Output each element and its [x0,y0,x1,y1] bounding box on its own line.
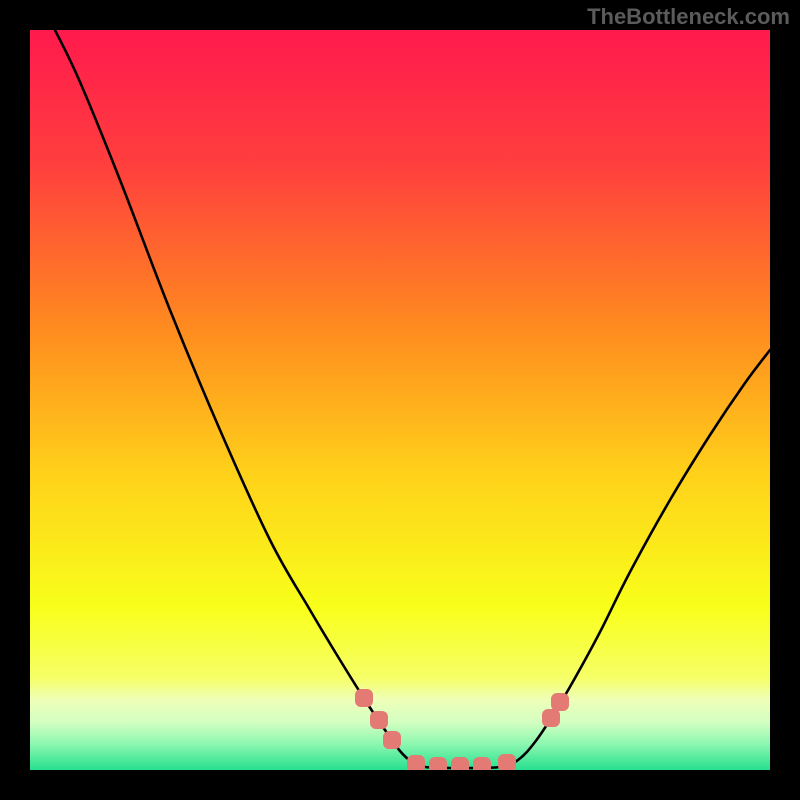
bottleneck-chart [0,0,800,800]
gradient-background [30,30,770,770]
curve-marker [370,711,388,729]
curve-marker [542,709,560,727]
curve-marker [498,754,516,772]
watermark-text: TheBottleneck.com [587,4,790,30]
curve-marker [355,689,373,707]
curve-marker [383,731,401,749]
curve-marker [551,693,569,711]
